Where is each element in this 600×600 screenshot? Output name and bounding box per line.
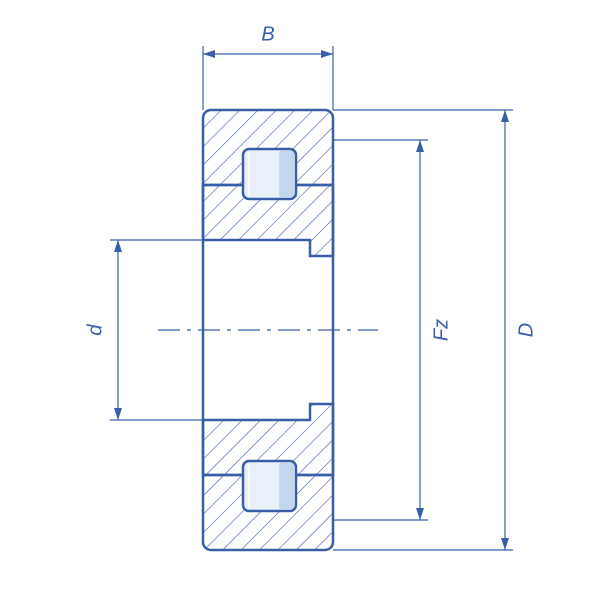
diagram-svg — [0, 0, 600, 600]
dim-label-D: D — [516, 323, 539, 337]
dim-label-B: B — [261, 24, 274, 47]
bearing-cross-section-figure: B D Fz d — [0, 0, 600, 600]
dim-label-d: d — [85, 324, 108, 335]
dim-label-Fz: Fz — [431, 319, 454, 341]
